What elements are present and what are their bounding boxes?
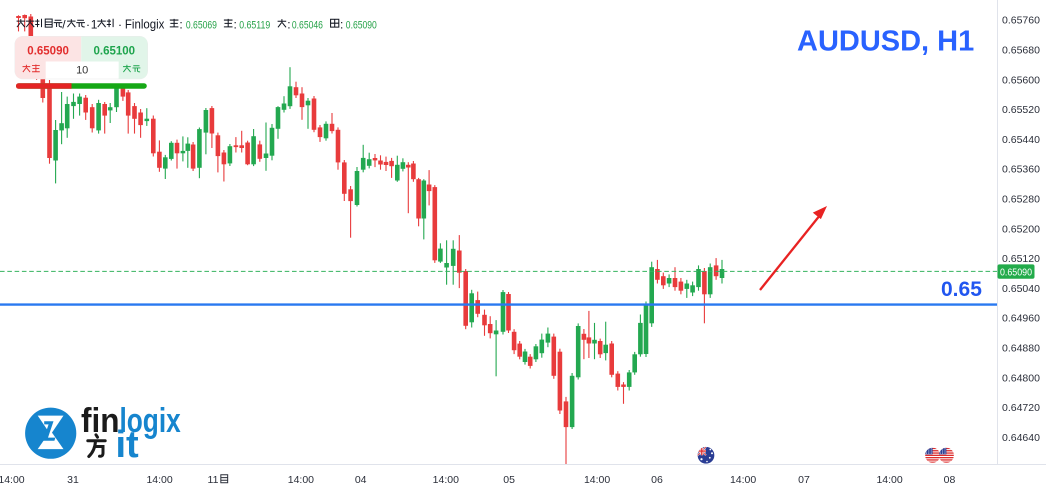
svg-text:10: 10 xyxy=(76,64,88,76)
svg-text:0.65360: 0.65360 xyxy=(1002,164,1040,176)
svg-text:0.64960: 0.64960 xyxy=(1002,313,1040,325)
svg-text:07: 07 xyxy=(798,474,810,486)
svg-text:it: it xyxy=(116,424,140,466)
svg-text:0.65046: 0.65046 xyxy=(292,20,323,32)
svg-text:14:00: 14:00 xyxy=(146,474,172,486)
svg-text:14:00: 14:00 xyxy=(876,474,902,486)
svg-text:0.64720: 0.64720 xyxy=(1002,402,1040,414)
svg-text:1: 1 xyxy=(91,18,98,32)
svg-text:0.65090: 0.65090 xyxy=(346,20,377,32)
svg-text:0.64640: 0.64640 xyxy=(1002,432,1040,444)
svg-text:0.64800: 0.64800 xyxy=(1002,372,1040,384)
svg-text:14:00: 14:00 xyxy=(433,474,459,486)
svg-text:14:00: 14:00 xyxy=(288,474,314,486)
svg-text:0.65: 0.65 xyxy=(941,278,982,301)
svg-text:14:00: 14:00 xyxy=(730,474,756,486)
svg-text:08: 08 xyxy=(944,474,956,486)
svg-text:logix: logix xyxy=(120,402,181,440)
svg-text::: : xyxy=(234,18,237,32)
svg-text:fin: fin xyxy=(81,402,120,440)
svg-text:0.65760: 0.65760 xyxy=(1002,15,1040,27)
svg-text:0.65090: 0.65090 xyxy=(1000,267,1032,279)
svg-text:·: · xyxy=(86,18,90,32)
svg-text:06: 06 xyxy=(651,474,663,486)
svg-text::: : xyxy=(179,18,182,32)
svg-text:0.64880: 0.64880 xyxy=(1002,343,1040,355)
svg-text:·: · xyxy=(118,18,122,32)
svg-text:11: 11 xyxy=(208,474,219,486)
svg-text:0.65100: 0.65100 xyxy=(94,46,136,58)
svg-text:14:00: 14:00 xyxy=(584,474,610,486)
svg-text::: : xyxy=(340,18,343,32)
svg-text:0.65040: 0.65040 xyxy=(1002,283,1040,295)
svg-text:04: 04 xyxy=(355,474,367,486)
svg-text:0.65090: 0.65090 xyxy=(27,46,69,58)
svg-text:0.65119: 0.65119 xyxy=(239,20,270,32)
svg-text:0.65120: 0.65120 xyxy=(1002,253,1040,265)
svg-text:0.65280: 0.65280 xyxy=(1002,194,1040,206)
svg-text:14:00: 14:00 xyxy=(0,474,25,486)
svg-text:AUDUSD, H1: AUDUSD, H1 xyxy=(797,26,974,58)
svg-text:31: 31 xyxy=(67,474,79,486)
svg-text:0.65069: 0.65069 xyxy=(186,20,217,32)
svg-text::: : xyxy=(287,18,290,32)
svg-text:05: 05 xyxy=(503,474,515,486)
svg-text:0.65200: 0.65200 xyxy=(1002,223,1040,235)
svg-text:0.65440: 0.65440 xyxy=(1002,134,1040,146)
svg-text:0.65600: 0.65600 xyxy=(1002,74,1040,86)
svg-text:0.65680: 0.65680 xyxy=(1002,45,1040,57)
svg-text:/: / xyxy=(62,18,66,32)
svg-text:Finlogix: Finlogix xyxy=(125,18,165,32)
svg-text:0.65520: 0.65520 xyxy=(1002,104,1040,116)
